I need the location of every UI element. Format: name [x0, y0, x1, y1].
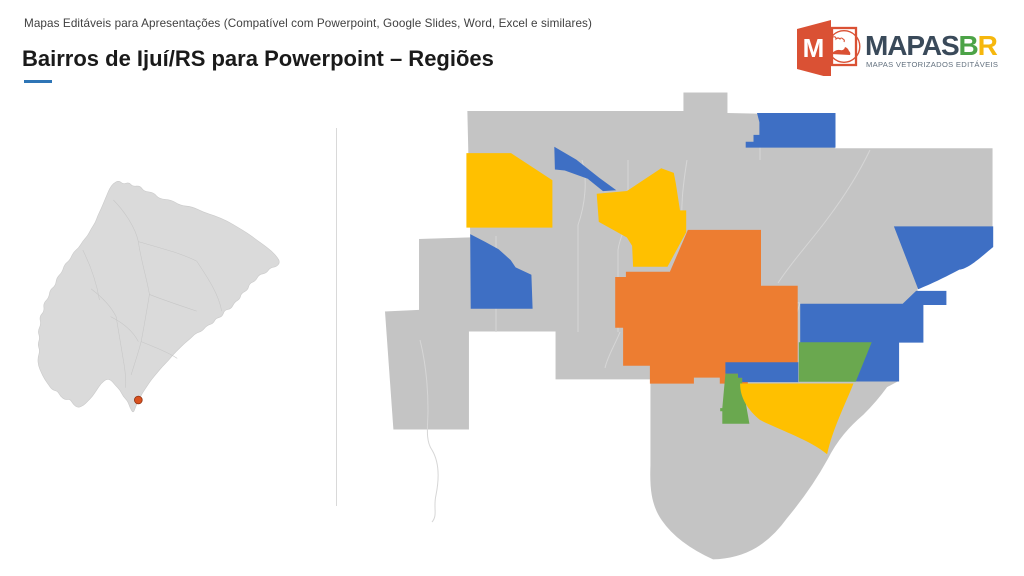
- svg-text:MAPAS VETORIZADOS EDITÁVEIS: MAPAS VETORIZADOS EDITÁVEIS: [866, 60, 998, 69]
- svg-text:MAPASBR: MAPASBR: [865, 30, 998, 61]
- svg-text:M: M: [803, 33, 825, 63]
